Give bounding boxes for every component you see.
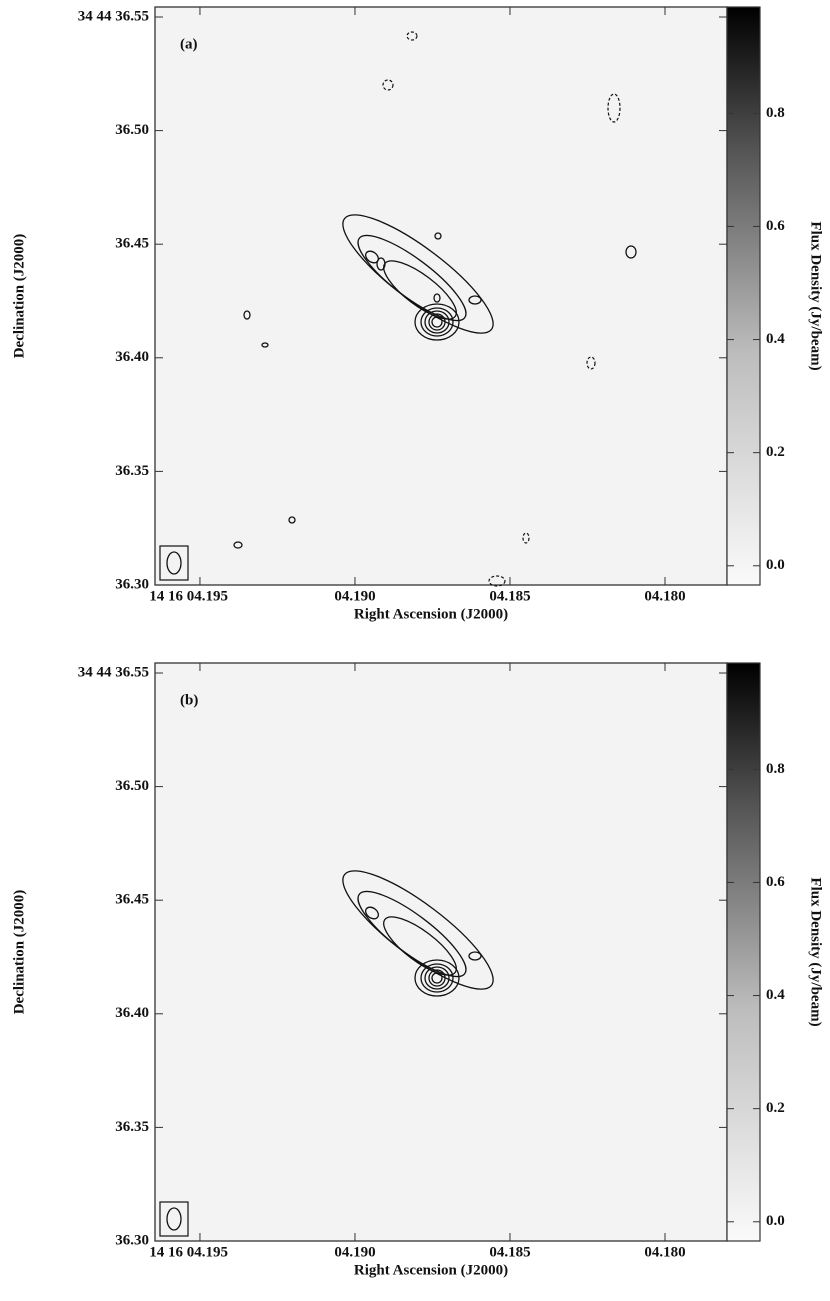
colorbar-tick-label: 0.0	[766, 557, 785, 573]
y-tick-label: 36.35	[115, 463, 149, 479]
y-tick-label: 36.35	[115, 1119, 149, 1135]
colorbar	[726, 6, 761, 586]
colorbar-tick-label: 0.2	[766, 444, 785, 460]
panel-label: (a)	[180, 36, 198, 52]
y-tick-label: 36.45	[115, 236, 149, 252]
colorbar-tick-label: 0.4	[766, 987, 785, 1003]
y-tick-label: 36.30	[115, 576, 149, 592]
x-axis-label: Right Ascension (J2000)	[354, 606, 508, 622]
colorbar-tick-label: 0.8	[766, 105, 785, 121]
x-tick-label: 14 16 04.195	[149, 1244, 228, 1260]
colorbar-label: Flux Density (Jy/beam)	[808, 877, 824, 1026]
y-tick-label: 34 44 36.55	[78, 8, 149, 24]
colorbar	[726, 662, 761, 1242]
x-tick-label: 04.190	[334, 588, 375, 604]
colorbar-tick-label: 0.6	[766, 218, 785, 234]
image-background	[155, 663, 727, 1241]
x-tick-label: 04.180	[644, 1244, 685, 1260]
x-axis-label: Right Ascension (J2000)	[354, 1262, 508, 1278]
x-tick-label: 14 16 04.195	[149, 588, 228, 604]
x-tick-label: 04.185	[489, 1244, 530, 1260]
colorbar-tick-label: 0.2	[766, 1100, 785, 1116]
y-tick-label: 34 44 36.55	[78, 664, 149, 680]
colorbar-tick-label: 0.8	[766, 761, 785, 777]
y-tick-label: 36.30	[115, 1232, 149, 1248]
panel-label: (b)	[180, 692, 198, 708]
y-axis-label: Declination (J2000)	[11, 234, 27, 359]
colorbar-label: Flux Density (Jy/beam)	[808, 221, 824, 370]
x-tick-label: 04.180	[644, 588, 685, 604]
y-axis-label: Declination (J2000)	[11, 890, 27, 1015]
image-background	[155, 7, 727, 585]
y-tick-label: 36.40	[115, 1005, 149, 1021]
y-tick-label: 36.40	[115, 349, 149, 365]
noise-contours	[233, 31, 637, 587]
colorbar-tick-label: 0.6	[766, 874, 785, 890]
y-tick-label: 36.50	[115, 122, 149, 138]
colorbar-tick-label: 0.0	[766, 1213, 785, 1229]
y-tick-label: 36.45	[115, 892, 149, 908]
x-tick-label: 04.190	[334, 1244, 375, 1260]
panel: 14 16 04.195 04.190 04.185 04.180 34 44 36.5…	[11, 6, 824, 622]
panel: 14 16 04.195 04.190 04.185 04.180 34 44 36.5…	[11, 662, 824, 1278]
colorbar-tick-label: 0.4	[766, 331, 785, 347]
x-tick-label: 04.185	[489, 588, 530, 604]
y-tick-label: 36.50	[115, 778, 149, 794]
